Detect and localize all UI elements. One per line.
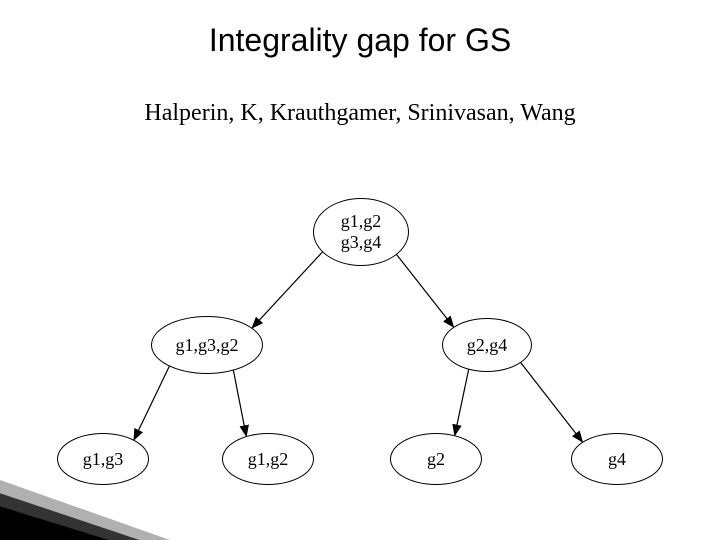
tree-edge bbox=[521, 363, 583, 442]
tree-node-label: g1,g3,g2 bbox=[176, 335, 239, 356]
tree-node-label: g2 bbox=[427, 449, 445, 470]
tree-edge bbox=[455, 370, 469, 436]
tree-node-label: g3,g4 bbox=[341, 232, 382, 253]
tree-node-left: g1,g3,g2 bbox=[151, 316, 263, 374]
tree-edge bbox=[252, 252, 322, 328]
tree-node-label: g1,g3 bbox=[83, 449, 124, 470]
tree-node-rr: g4 bbox=[571, 433, 663, 485]
corner-accent bbox=[0, 470, 180, 540]
tree-edge bbox=[134, 366, 169, 439]
tree-node-root: g1,g2g3,g4 bbox=[313, 198, 409, 266]
page-title: Integrality gap for GS bbox=[0, 22, 720, 59]
tree-node-lr: g1,g2 bbox=[222, 433, 314, 485]
tree-node-label: g2,g4 bbox=[467, 335, 508, 356]
tree-edge bbox=[397, 255, 454, 327]
authors-line: Halperin, K, Krauthgamer, Srinivasan, Wa… bbox=[0, 100, 720, 127]
tree-node-right: g2,g4 bbox=[442, 318, 532, 372]
tree-node-rl: g2 bbox=[390, 433, 482, 485]
tree-node-label: g1,g2 bbox=[248, 449, 289, 470]
tree-node-label: g1,g2 bbox=[341, 211, 382, 232]
tree-edge bbox=[233, 371, 246, 437]
tree-node-label: g4 bbox=[608, 449, 626, 470]
